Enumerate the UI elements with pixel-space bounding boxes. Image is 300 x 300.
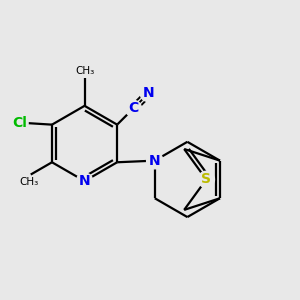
Circle shape — [198, 171, 214, 188]
Text: C: C — [128, 101, 139, 116]
Text: CH₃: CH₃ — [75, 66, 94, 76]
Text: N: N — [149, 154, 160, 168]
Text: Cl: Cl — [13, 116, 27, 130]
Circle shape — [12, 115, 28, 131]
Text: S: S — [201, 172, 211, 186]
Text: N: N — [142, 86, 154, 100]
Text: N: N — [79, 174, 90, 188]
Circle shape — [76, 173, 93, 189]
Circle shape — [147, 152, 163, 169]
Circle shape — [125, 100, 142, 117]
Circle shape — [140, 85, 157, 102]
Text: CH₃: CH₃ — [20, 177, 39, 187]
